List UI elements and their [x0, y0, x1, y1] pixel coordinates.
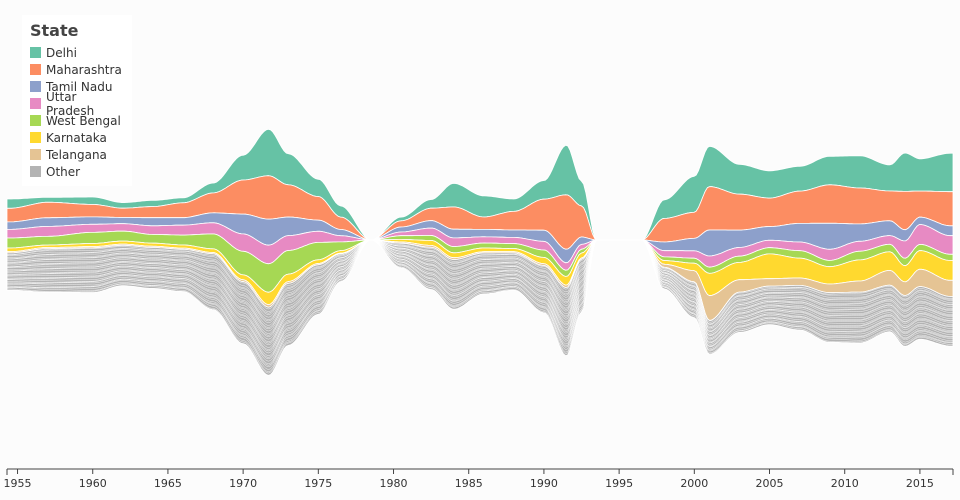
other-sub-line — [6, 239, 953, 323]
legend-item-telangana: Telangana — [30, 146, 124, 163]
x-tick-label-2000: 2000 — [680, 477, 708, 490]
other-sub-line — [7, 239, 953, 336]
x-tick-label-1990: 1990 — [530, 477, 558, 490]
legend-swatch — [30, 149, 41, 160]
x-axis: 1955 1960 1965 1970 1975 1980 1985 1990 1995 2000… — [4, 468, 954, 490]
legend-item-karnataka: Karnataka — [30, 129, 124, 146]
legend-label: Karnataka — [46, 130, 107, 145]
other-sub-line — [7, 239, 953, 329]
x-tick-label-2010: 2010 — [831, 477, 859, 490]
x-tick-label-1960: 1960 — [79, 477, 107, 490]
other-sub-line — [7, 239, 953, 333]
legend-title: State — [30, 21, 79, 40]
legend-item-tamil-nadu: Tamil Nadu — [30, 78, 124, 95]
other-sub-line — [7, 239, 953, 360]
x-tick-label-1970: 1970 — [229, 477, 257, 490]
legend-item-west-bengal: West Bengal — [30, 112, 124, 129]
legend-item-other: Other — [30, 163, 124, 180]
other-sub-line — [7, 239, 953, 368]
other-sub-line — [6, 239, 954, 348]
legend-label: West Bengal — [46, 113, 121, 128]
other-sub-line — [7, 239, 954, 325]
legend-item-delhi: Delhi — [30, 44, 124, 61]
legend-swatch — [30, 132, 41, 143]
other-sub-line — [6, 239, 954, 330]
legend-item-uttar-pradesh: Uttar Pradesh — [30, 90, 124, 118]
other-sub-line — [7, 239, 954, 334]
other-sub-line — [7, 239, 953, 354]
other-sub-line — [6, 239, 953, 374]
other-state-lines — [6, 239, 954, 374]
legend-label: Tamil Nadu — [46, 79, 113, 94]
x-tick-label-1965: 1965 — [154, 477, 182, 490]
other-sub-line — [7, 239, 953, 346]
other-sub-line — [7, 239, 953, 329]
x-tick-label-1995: 1995 — [605, 477, 633, 490]
legend-swatch — [30, 98, 41, 109]
legend-label: Other — [46, 164, 81, 179]
legend-swatch — [30, 115, 41, 126]
other-sub-line — [6, 239, 953, 325]
other-sub-line — [7, 239, 954, 332]
other-sub-line — [6, 239, 953, 370]
stream-layers — [6, 128, 954, 376]
legend-label: Delhi — [46, 45, 77, 60]
legend-items: Delhi Maharashtra Tamil Nadu Uttar Pradesh W… — [30, 44, 124, 180]
stream-layer-other — [6, 239, 954, 376]
x-tick-label-2015: 2015 — [906, 477, 934, 490]
legend-swatch — [30, 47, 41, 58]
other-sub-line — [7, 239, 954, 365]
legend-label: Uttar Pradesh — [46, 89, 95, 118]
other-sub-line — [7, 239, 953, 350]
x-tick-label-1980: 1980 — [380, 477, 408, 490]
x-tick-label-1975: 1975 — [304, 477, 332, 490]
legend-swatch — [30, 81, 41, 92]
other-sub-line — [6, 239, 954, 366]
other-sub-line — [7, 239, 954, 328]
other-sub-line — [7, 239, 953, 322]
other-sub-line — [6, 239, 953, 340]
legend-item-maharashtra: Maharashtra — [30, 61, 124, 78]
other-sub-line — [7, 239, 953, 373]
x-tick-label-2005: 2005 — [756, 477, 784, 490]
x-tick-label-1955: 1955 — [4, 477, 32, 490]
other-sub-line — [7, 239, 954, 332]
other-sub-line — [7, 239, 953, 362]
other-sub-line — [7, 239, 954, 356]
other-sub-line — [7, 239, 954, 344]
legend-swatch — [30, 64, 41, 75]
legend: State Delhi Maharashtra Tamil Nadu Uttar Pr… — [22, 15, 132, 186]
other-sub-line — [7, 239, 953, 352]
legend-swatch — [30, 166, 41, 177]
legend-label: Maharashtra — [46, 62, 122, 77]
other-sub-line — [7, 239, 953, 358]
other-sub-line — [7, 239, 953, 326]
legend-label: Telangana — [46, 147, 107, 162]
other-sub-line — [7, 239, 954, 343]
x-tick-label-1985: 1985 — [455, 477, 483, 490]
other-sub-line — [6, 239, 954, 338]
